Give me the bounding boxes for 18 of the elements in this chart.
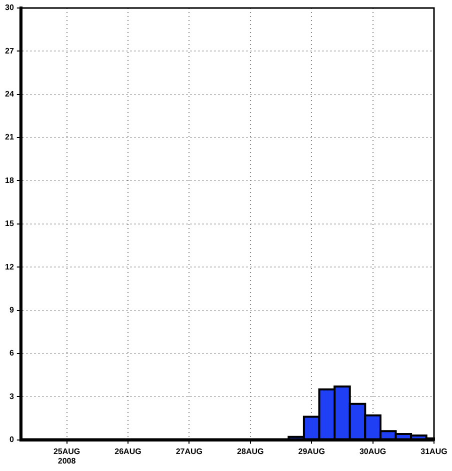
x-tick-label: 26AUG bbox=[114, 446, 142, 456]
y-tick-label: 27 bbox=[4, 46, 14, 56]
y-tick-label: 12 bbox=[4, 262, 14, 272]
y-tick-label: 6 bbox=[9, 348, 14, 358]
x-tick-label: 31AUG bbox=[420, 446, 448, 456]
y-tick-label: 18 bbox=[4, 176, 14, 185]
y-tick-label: 24 bbox=[4, 90, 14, 99]
x-tick-label: 27AUG bbox=[176, 446, 203, 456]
y-tick-label: 30 bbox=[4, 3, 14, 12]
y-tick-label: 21 bbox=[4, 132, 14, 142]
x-tick-label: 28AUG bbox=[237, 446, 264, 456]
y-tick-label: 15 bbox=[4, 219, 14, 228]
x-tick-label: 29AUG bbox=[298, 446, 325, 456]
y-tick-label: 0 bbox=[9, 435, 14, 444]
x-tick-label: 30AUG bbox=[359, 446, 386, 456]
y-tick-label: 9 bbox=[9, 305, 14, 314]
y-tick-label: 3 bbox=[9, 392, 14, 401]
x-tick-label: 25AUG 2008 bbox=[53, 446, 80, 466]
